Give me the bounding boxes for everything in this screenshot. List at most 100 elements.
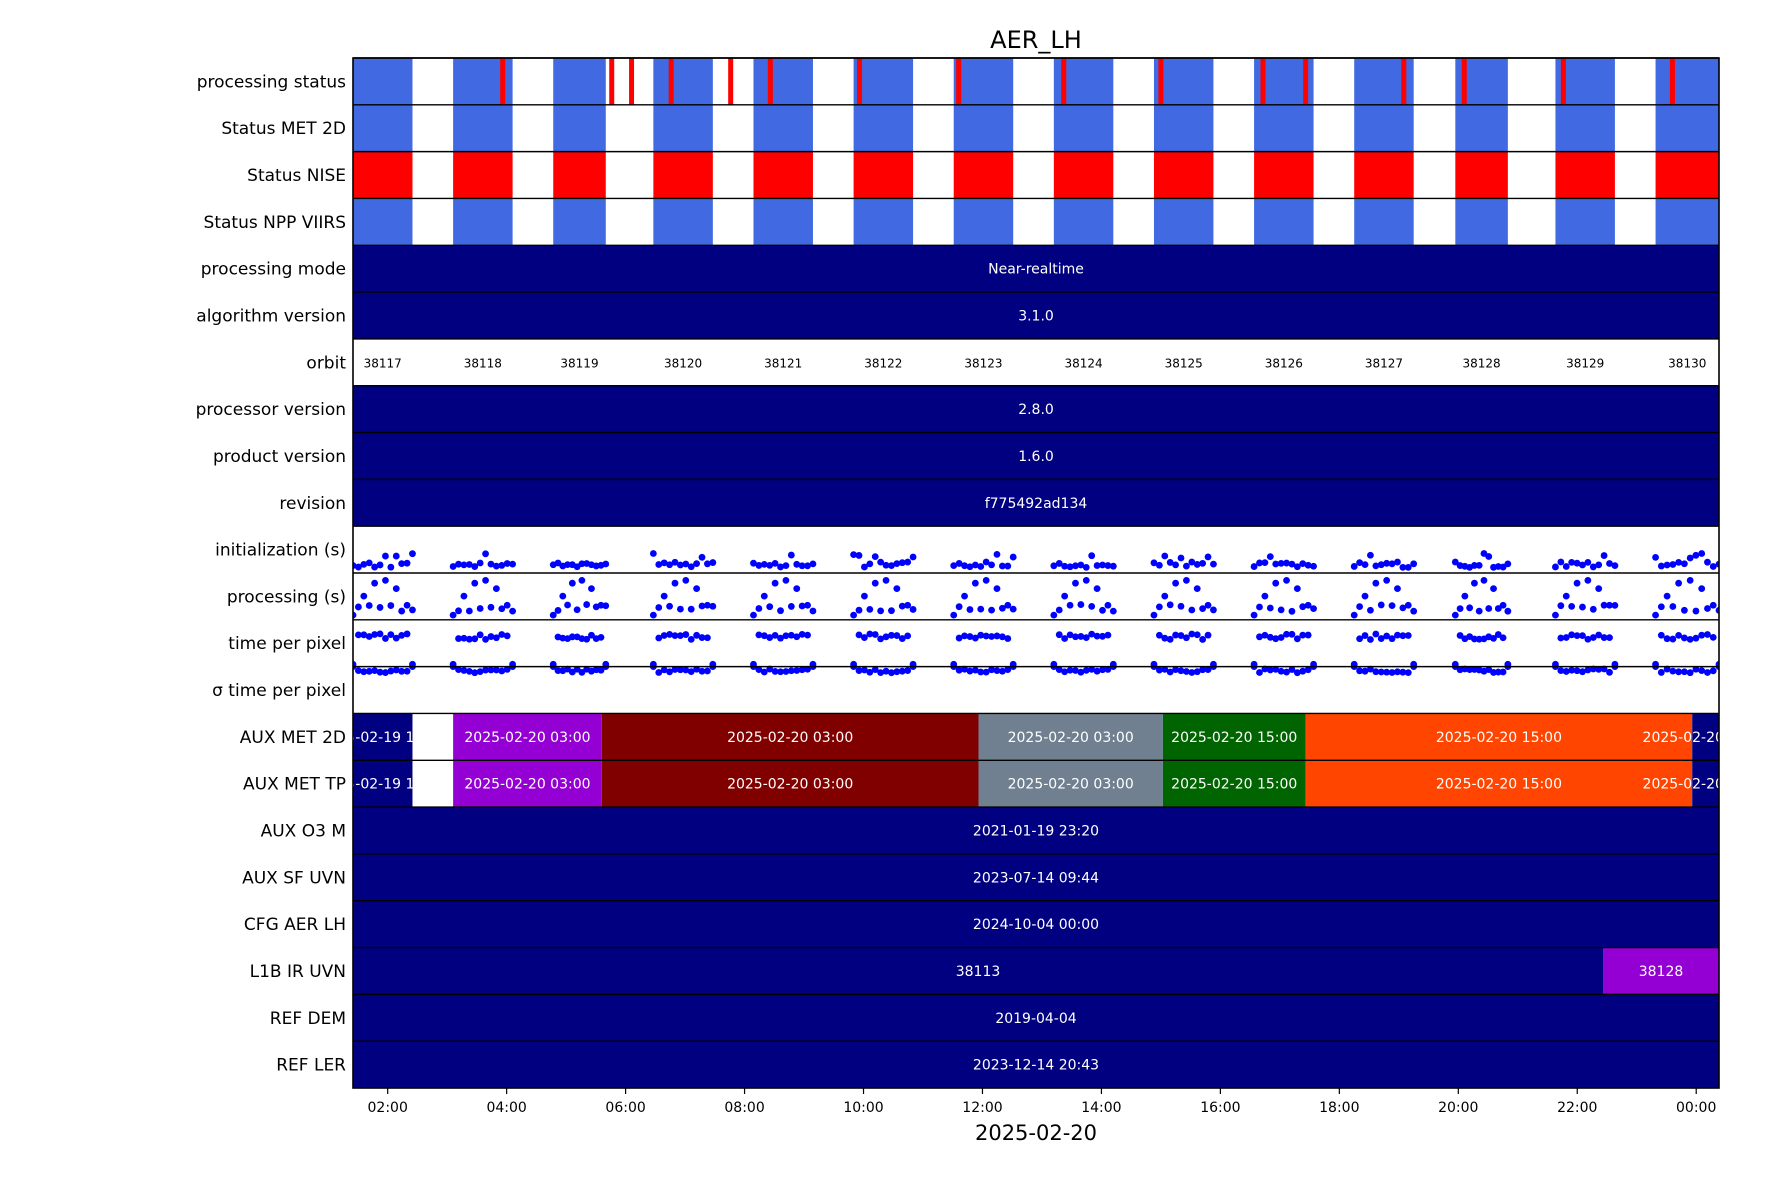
- scatter-point: [1652, 553, 1659, 561]
- status-segment: [1555, 151, 1615, 199]
- scatter-point: [487, 560, 495, 568]
- scatter-point: [1288, 560, 1296, 568]
- scatter-point: [1490, 634, 1497, 642]
- scatter-point: [1356, 635, 1364, 643]
- scatter-point: [977, 563, 985, 570]
- scatter-point: [403, 601, 411, 609]
- scatter-point: [1061, 635, 1069, 642]
- scatter-point: [1293, 563, 1301, 571]
- scatter-point: [1698, 550, 1706, 557]
- scatter-point: [1161, 592, 1169, 600]
- scatter-point: [998, 667, 1006, 675]
- scatter-point: [771, 631, 779, 639]
- scatter-point: [398, 631, 406, 639]
- scatter-point: [503, 560, 511, 567]
- value-label: 2.8.0: [1018, 402, 1054, 418]
- scatter-point: [760, 668, 768, 676]
- scatter-point: [671, 666, 679, 673]
- scatter-point: [409, 606, 416, 614]
- scatter-point: [465, 561, 473, 568]
- scatter-point: [554, 607, 562, 614]
- scatter-point: [998, 562, 1006, 570]
- scatter-point: [371, 631, 379, 638]
- scatter-point: [1494, 668, 1502, 676]
- scatter-point: [1367, 551, 1374, 559]
- scatter-point: [465, 607, 473, 615]
- value-label: 2025-02-20 03:00: [727, 777, 853, 793]
- scatter-point: [1361, 667, 1369, 675]
- scatter-point: [376, 630, 384, 638]
- row-label: REF DEM: [270, 1009, 346, 1029]
- scatter-point: [698, 553, 706, 561]
- row-11: [353, 576, 1719, 619]
- failure-mark: [1158, 58, 1164, 105]
- value-bar: [353, 432, 1719, 480]
- scatter-point: [1261, 559, 1269, 567]
- orbit-label: 38119: [560, 356, 598, 370]
- orbit-label: 38128: [1462, 356, 1500, 370]
- scatter-point: [777, 634, 784, 642]
- failure-mark: [1401, 58, 1407, 105]
- scatter-point: [1082, 563, 1090, 571]
- scatter-point: [371, 579, 379, 587]
- scatter-point: [1686, 669, 1694, 677]
- scatter-point: [509, 560, 516, 568]
- scatter-point: [1410, 560, 1418, 568]
- scatter-point: [782, 632, 790, 640]
- status-segment: [853, 198, 914, 246]
- scatter-point: [403, 559, 411, 567]
- scatter-point: [950, 562, 958, 570]
- scatter-point: [660, 666, 668, 674]
- scatter-point: [1356, 667, 1364, 675]
- scatter-point: [1686, 554, 1694, 562]
- row-4: Near-realtime: [353, 245, 1719, 293]
- status-segment: [1254, 151, 1314, 199]
- scatter-point: [1072, 633, 1079, 641]
- scatter-point: [782, 562, 790, 570]
- scatter-point: [1072, 579, 1079, 587]
- scatter-point: [682, 666, 690, 674]
- scatter-point: [993, 632, 1001, 640]
- orbit-label: 38121: [764, 356, 802, 370]
- failure-mark: [629, 58, 635, 105]
- scatter-point: [1155, 603, 1163, 611]
- scatter-point: [766, 561, 774, 569]
- scatter-point: [1104, 601, 1112, 609]
- scatter-point: [1072, 562, 1079, 570]
- scatter-point: [1183, 562, 1190, 570]
- scatter-point: [1589, 634, 1597, 641]
- scatter-point: [1568, 558, 1576, 566]
- value-label: 1.6.0: [1018, 449, 1054, 465]
- scatter-point: [1466, 604, 1474, 612]
- scatter-point: [904, 558, 912, 566]
- scatter-point: [1388, 602, 1396, 609]
- scatter-point: [1657, 603, 1665, 611]
- scatter-point: [1657, 562, 1665, 570]
- scatter-point: [1600, 634, 1608, 641]
- x-tick-label: 16:00: [1200, 1100, 1240, 1116]
- scatter-point: [1199, 605, 1207, 612]
- scatter-point: [1299, 603, 1307, 611]
- scatter-point: [698, 634, 706, 641]
- scatter-point: [564, 601, 571, 609]
- scatter-point: [1499, 601, 1507, 609]
- status-segment: [1555, 104, 1615, 152]
- scatter-point: [977, 631, 985, 639]
- scatter-point: [1283, 668, 1290, 676]
- scatter-point: [1680, 634, 1688, 642]
- value-bar: [1692, 713, 1719, 761]
- row-10: [353, 550, 1719, 571]
- scatter-point: [1072, 667, 1079, 674]
- scatter-point: [1573, 559, 1581, 567]
- scatter-point: [988, 561, 995, 569]
- scatter-point: [676, 605, 684, 613]
- value-bar: [353, 292, 1719, 339]
- x-tick-label: 12:00: [962, 1100, 1002, 1116]
- scatter-point: [798, 666, 806, 674]
- scatter-point: [787, 603, 795, 610]
- scatter-point: [693, 631, 701, 639]
- value-label: 3.1.0: [1018, 309, 1054, 325]
- scatter-point: [909, 606, 917, 613]
- scatter-point: [1099, 632, 1106, 640]
- x-tick-label: 10:00: [843, 1100, 883, 1116]
